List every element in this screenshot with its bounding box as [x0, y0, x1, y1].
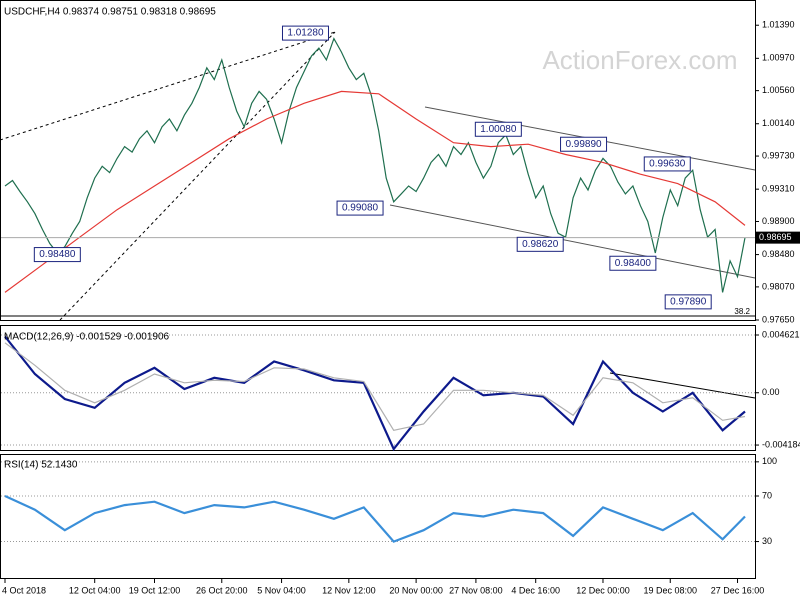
- y-tick-label: 0.98900: [762, 216, 795, 226]
- y-tick-label: 0.97650: [762, 314, 795, 324]
- y-tick-label: 1.00970: [762, 53, 795, 63]
- x-tick-label: 27 Dec 16:00: [711, 585, 765, 595]
- y-tick-label: 0.98070: [762, 281, 795, 291]
- trendline: [609, 372, 756, 399]
- y-tick-label: 0.99310: [762, 184, 795, 194]
- x-tick-label: 12 Oct 04:00: [69, 585, 121, 595]
- annotation-box: [609, 255, 657, 271]
- y-tick-label: 30: [762, 536, 772, 546]
- series-line: [4, 335, 746, 452]
- annotation-label: 1.00080: [480, 124, 517, 135]
- x-tick-label: 20 Nov 00:00: [389, 585, 443, 595]
- y-tick-label: 1.01390: [762, 20, 795, 30]
- annotation-box: [336, 200, 384, 216]
- y-tick-label: 1.00140: [762, 118, 795, 128]
- series-line: [4, 90, 746, 293]
- last-price-box: [756, 231, 800, 244]
- x-tick-label: 4 Dec 16:00: [511, 585, 560, 595]
- y-tick-label: -0.004184: [762, 439, 800, 449]
- annotation-box: [33, 247, 81, 263]
- x-tick-label: 12 Nov 12:00: [322, 585, 376, 595]
- panel-title: RSI(14) 52.1430: [4, 460, 78, 471]
- annotation-label: 0.97890: [670, 297, 707, 308]
- annotation-label: 0.98620: [522, 239, 559, 250]
- x-tick-label: 12 Dec 00:00: [576, 585, 630, 595]
- last-price-label: 0.98695: [759, 232, 792, 242]
- annotation-label: 0.99080: [342, 203, 379, 214]
- x-tick-label: 19 Oct 12:00: [129, 585, 181, 595]
- series-line: [4, 37, 746, 293]
- series-line: [4, 494, 746, 543]
- annotation-label: 0.98400: [615, 258, 652, 269]
- rsi-panel: [0, 454, 756, 579]
- x-tick-label: 26 Oct 20:00: [196, 585, 248, 595]
- y-tick-label: 0.98480: [762, 249, 795, 259]
- panel-title: MACD(12,26,9) -0.001529 -0.001906: [4, 332, 170, 343]
- annotation-box: [516, 236, 564, 252]
- annotation-label: 0.99630: [649, 159, 686, 170]
- channel-line: [389, 204, 756, 279]
- x-tick-label: 5 Nov 04:00: [257, 585, 306, 595]
- x-tick-label: 4 Oct 2018: [2, 585, 46, 595]
- annotation-box: [281, 25, 329, 41]
- fib-label: 38.2: [734, 307, 750, 316]
- y-tick-label: 0.99730: [762, 150, 795, 160]
- annotation-label: 0.99890: [565, 139, 602, 150]
- series-line: [4, 342, 746, 431]
- watermark: ActionForex.com: [542, 45, 737, 75]
- price-panel: [0, 0, 756, 321]
- y-tick-label: 70: [762, 490, 772, 500]
- annotation-box: [643, 156, 691, 172]
- trendline: [59, 31, 336, 321]
- annotation-label: 1.01280: [287, 28, 324, 39]
- x-tick-label: 19 Dec 08:00: [643, 585, 697, 595]
- panel-title: USDCHF,H4 0.98374 0.98751 0.98318 0.9869…: [4, 7, 216, 18]
- y-tick-label: 0.004621: [762, 329, 800, 339]
- trendline: [0, 31, 336, 141]
- y-tick-label: 100: [762, 456, 777, 466]
- y-tick-label: 0.00: [762, 387, 780, 397]
- annotation-box: [560, 136, 608, 152]
- annotation-label: 0.98480: [39, 249, 76, 260]
- y-tick-label: 1.00560: [762, 85, 795, 95]
- macd-panel: [0, 325, 756, 451]
- x-tick-label: 27 Nov 08:00: [449, 585, 503, 595]
- annotation-box: [664, 294, 712, 310]
- annotation-box: [474, 121, 522, 137]
